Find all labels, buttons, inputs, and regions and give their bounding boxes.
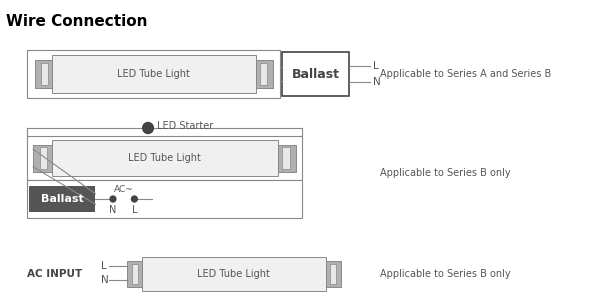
Bar — [282, 147, 290, 169]
Text: N: N — [373, 77, 381, 87]
Text: Applicable to Series B only: Applicable to Series B only — [380, 269, 511, 279]
Bar — [40, 147, 47, 169]
Text: LED Tube Light: LED Tube Light — [197, 269, 270, 279]
Bar — [27, 180, 302, 218]
Text: LED Starter: LED Starter — [157, 121, 213, 131]
Text: N: N — [101, 275, 109, 285]
Bar — [126, 261, 142, 287]
Text: Applicable to Series A and Series B: Applicable to Series A and Series B — [380, 69, 551, 79]
Bar — [326, 261, 341, 287]
Circle shape — [131, 196, 137, 202]
Bar — [41, 63, 47, 85]
Bar — [260, 63, 267, 85]
Bar — [35, 60, 51, 88]
Text: L: L — [373, 61, 379, 71]
Bar — [330, 264, 336, 284]
Text: Applicable to Series B only: Applicable to Series B only — [380, 168, 511, 178]
Bar — [256, 60, 272, 88]
Bar — [29, 186, 95, 212]
Text: AC~: AC~ — [114, 185, 134, 194]
Bar — [33, 145, 51, 171]
Text: LED Tube Light: LED Tube Light — [118, 69, 190, 79]
Bar — [278, 145, 296, 171]
Text: N: N — [109, 205, 116, 215]
Text: Wire Connection: Wire Connection — [6, 14, 147, 29]
Text: LED Tube Light: LED Tube Light — [128, 153, 201, 163]
Bar — [132, 264, 138, 284]
Bar — [282, 52, 349, 96]
Bar — [51, 55, 256, 93]
Bar — [51, 140, 278, 176]
Text: Ballast: Ballast — [291, 68, 339, 81]
Circle shape — [142, 122, 154, 134]
Text: AC INPUT: AC INPUT — [27, 269, 83, 279]
Text: Ballast: Ballast — [41, 194, 84, 204]
Bar — [27, 50, 281, 98]
Bar — [27, 136, 302, 180]
Bar — [142, 257, 326, 291]
Text: L: L — [101, 261, 107, 271]
Text: L: L — [132, 205, 137, 215]
Circle shape — [110, 196, 116, 202]
